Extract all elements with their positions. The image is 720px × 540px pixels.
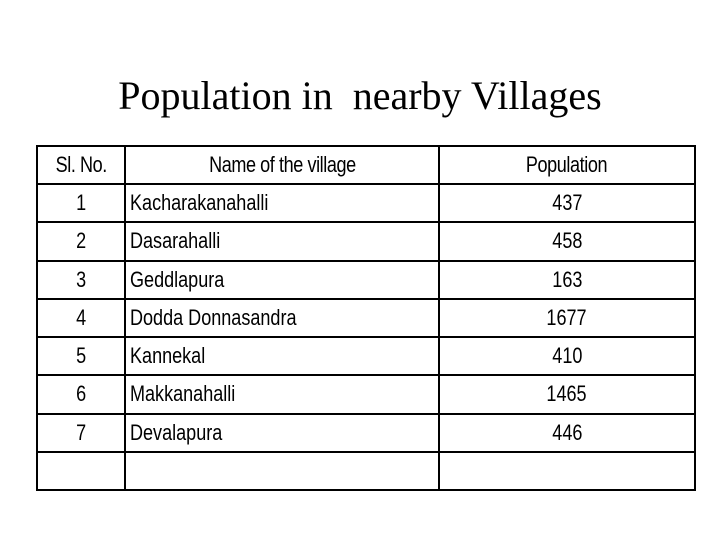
header-village-name: Name of the village [124, 145, 440, 185]
cell-village-name: Geddlapura [124, 259, 440, 300]
slide-title: Population in nearby Villages [118, 73, 602, 118]
table-header-row: Sl. No. Name of the village Population [35, 145, 697, 185]
cell-sl-no: 4 [35, 297, 127, 339]
table-row: 1 Kacharakanahalli 437 [35, 182, 697, 224]
cell-population-text: 1677 [546, 304, 588, 330]
header-sl-no: Sl. No. [35, 145, 127, 185]
cell-empty [124, 450, 440, 492]
cell-empty [437, 450, 697, 492]
cell-population: 446 [437, 412, 697, 453]
cell-sl-no-text: 3 [76, 266, 87, 292]
cell-population: 1677 [437, 297, 697, 339]
cell-sl-no: 6 [35, 374, 127, 415]
cell-population: 458 [437, 221, 697, 262]
table-row: 4 Dodda Donnasandra 1677 [35, 297, 697, 339]
cell-population: 1465 [437, 374, 697, 415]
population-table: Sl. No. Name of the village Population 1… [35, 145, 697, 492]
cell-population-text: 458 [551, 228, 582, 254]
cell-village-name-text: Makkanahalli [130, 381, 236, 407]
cell-village-name-text: Dodda Donnasandra [130, 304, 297, 330]
cell-sl-no: 3 [35, 259, 127, 300]
cell-population: 410 [437, 335, 697, 377]
cell-village-name-text: Kacharakanahalli [130, 190, 269, 216]
cell-village-name: Makkanahalli [124, 374, 440, 415]
cell-sl-no: 7 [35, 412, 127, 453]
cell-village-name: Kannekal [124, 335, 440, 377]
header-population: Population [437, 145, 697, 185]
header-sl-no-label: Sl. No. [55, 152, 107, 177]
cell-village-name-text: Devalapura [130, 419, 223, 445]
cell-population-text: 163 [551, 266, 582, 292]
table-row-empty [35, 450, 697, 492]
table-row: 5 Kannekal 410 [35, 335, 697, 377]
cell-population-text: 437 [551, 190, 582, 216]
table-row: 3 Geddlapura 163 [35, 259, 697, 300]
cell-village-name: Dodda Donnasandra [124, 297, 440, 339]
cell-population: 437 [437, 182, 697, 224]
cell-village-name-text: Geddlapura [130, 266, 225, 292]
table-row: 6 Makkanahalli 1465 [35, 374, 697, 415]
cell-empty [35, 450, 127, 492]
cell-sl-no: 1 [35, 182, 127, 224]
cell-village-name: Kacharakanahalli [124, 182, 440, 224]
cell-village-name: Devalapura [124, 412, 440, 453]
cell-sl-no-text: 7 [76, 419, 87, 445]
cell-village-name-text: Dasarahalli [130, 228, 221, 254]
cell-population: 163 [437, 259, 697, 300]
cell-sl-no: 5 [35, 335, 127, 377]
header-population-label: Population [526, 152, 608, 177]
cell-village-name: Dasarahalli [124, 221, 440, 262]
cell-village-name-text: Kannekal [130, 343, 206, 369]
header-village-name-label: Name of the village [208, 152, 356, 177]
cell-population-text: 1465 [546, 381, 588, 407]
cell-population-text: 410 [551, 343, 582, 369]
cell-sl-no-text: 5 [76, 343, 87, 369]
cell-sl-no-text: 2 [76, 228, 87, 254]
cell-sl-no-text: 6 [76, 381, 87, 407]
cell-sl-no: 2 [35, 221, 127, 262]
table-row: 2 Dasarahalli 458 [35, 221, 697, 262]
population-table-container: Sl. No. Name of the village Population 1… [35, 145, 697, 492]
table-row: 7 Devalapura 446 [35, 412, 697, 453]
cell-sl-no-text: 1 [76, 190, 87, 216]
cell-sl-no-text: 4 [76, 304, 87, 330]
cell-population-text: 446 [551, 419, 582, 445]
